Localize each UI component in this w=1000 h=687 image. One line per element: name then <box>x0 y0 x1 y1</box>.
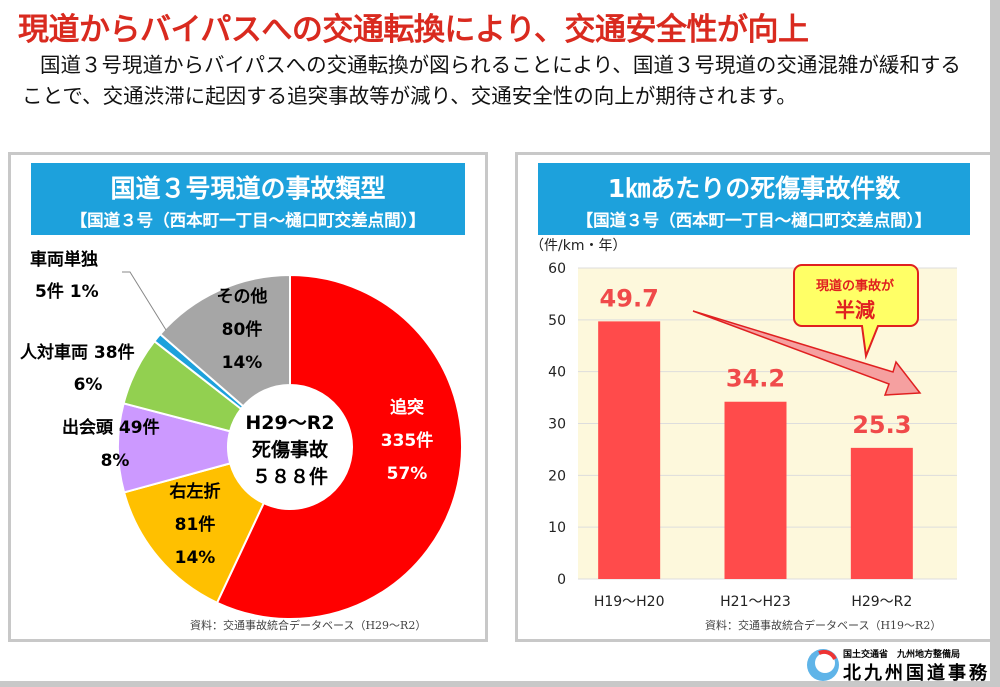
pie-title: 国道３号現道の事故類型 <box>110 174 386 203</box>
y-tick-label: 50 <box>548 313 566 329</box>
slice-label-name: 人対車両 38件 <box>20 342 135 363</box>
frame-right <box>990 0 1000 687</box>
callout-text: 現道の事故が <box>816 278 894 294</box>
bar-title: 1㎞あたりの死傷事故件数 <box>607 174 901 203</box>
slice-label-name: その他 <box>217 286 268 307</box>
donut-slice-1 <box>122 462 266 605</box>
slice-label-count: 80件 <box>222 319 263 340</box>
slice-label-name: 右左折 <box>170 481 221 502</box>
y-tick-label: 10 <box>548 520 566 536</box>
callout-text-emphasis: 半減 <box>835 298 875 322</box>
page-title: 現道からバイパスへの交通転換により、交通安全性が向上 <box>18 12 809 48</box>
slice-label-count: 335件 <box>381 430 434 451</box>
slice-label-percent: 8% <box>101 451 130 471</box>
slice-label-count: 5件 1% <box>35 281 99 302</box>
trend-arrow-icon <box>692 310 922 396</box>
bar-value-label: 49.7 <box>600 284 659 312</box>
bar-header: 1㎞あたりの死傷事故件数 【国道３号（西本町一丁目～樋口町交差点間）】 <box>538 163 970 235</box>
pie-header: 国道３号現道の事故類型 【国道３号（西本町一丁目～樋口町交差点間）】 <box>31 163 465 235</box>
slice-label-percent: 14% <box>222 353 263 373</box>
y-tick-label: 0 <box>557 572 566 588</box>
ministry-logo-icon <box>807 649 839 681</box>
y-tick-label: 30 <box>548 417 566 433</box>
callout-bubble <box>793 264 919 360</box>
y-tick-label: 60 <box>548 261 566 277</box>
slice-label-percent: 14% <box>175 548 216 568</box>
slice-label-percent: 57% <box>387 464 428 484</box>
slice-label-name: 車両単独 <box>30 249 98 270</box>
bar <box>724 401 787 579</box>
bar-value-label: 25.3 <box>852 411 911 439</box>
x-tick-label: H29～R2 <box>851 594 912 610</box>
ministry-name: 国土交通省 九州地方整備局 <box>843 650 961 660</box>
slice-label-name: 追突 <box>390 397 424 418</box>
bar <box>598 321 661 579</box>
y-tick-label: 40 <box>548 365 566 381</box>
frame-bottom <box>0 681 1000 687</box>
donut-center-label: 死傷事故 <box>252 438 329 461</box>
office-name: 北九州国道事務所 <box>843 663 1000 684</box>
slice-label-count: 81件 <box>175 514 216 535</box>
pie-source: 資料：交通事故統合データベース（H29～R2） <box>190 619 427 632</box>
y-tick-label: 20 <box>548 468 566 484</box>
donut-slice-0 <box>215 273 463 620</box>
slice-label-percent: 6% <box>74 375 103 395</box>
pie-subtitle: 【国道３号（西本町一丁目～樋口町交差点間）】 <box>70 211 426 230</box>
donut-slice-5 <box>158 273 291 408</box>
bar <box>850 447 913 579</box>
leader-line <box>122 271 167 331</box>
donut-center-label: H29～R2 <box>245 412 334 434</box>
slice-label-name: 出会頭 49件 <box>62 417 160 438</box>
bar-source: 資料：交通事故統合データベース（H19～R2） <box>705 619 942 632</box>
bar-value-label: 34.2 <box>726 365 785 393</box>
office-logo: 国土交通省 九州地方整備局 北九州国道事務所 <box>805 645 1000 685</box>
y-axis-unit: （件/km・年） <box>530 238 626 254</box>
x-tick-label: H19～H20 <box>594 594 665 610</box>
bar-subtitle: 【国道３号（西本町一丁目～樋口町交差点間）】 <box>576 211 932 230</box>
donut-center-label: ５８８件 <box>252 465 328 488</box>
x-tick-label: H21～H23 <box>720 594 791 610</box>
intro-text: 国道３号現道からバイパスへの交通転換が図られることにより、国道３号現道の交通混雑… <box>22 53 961 108</box>
